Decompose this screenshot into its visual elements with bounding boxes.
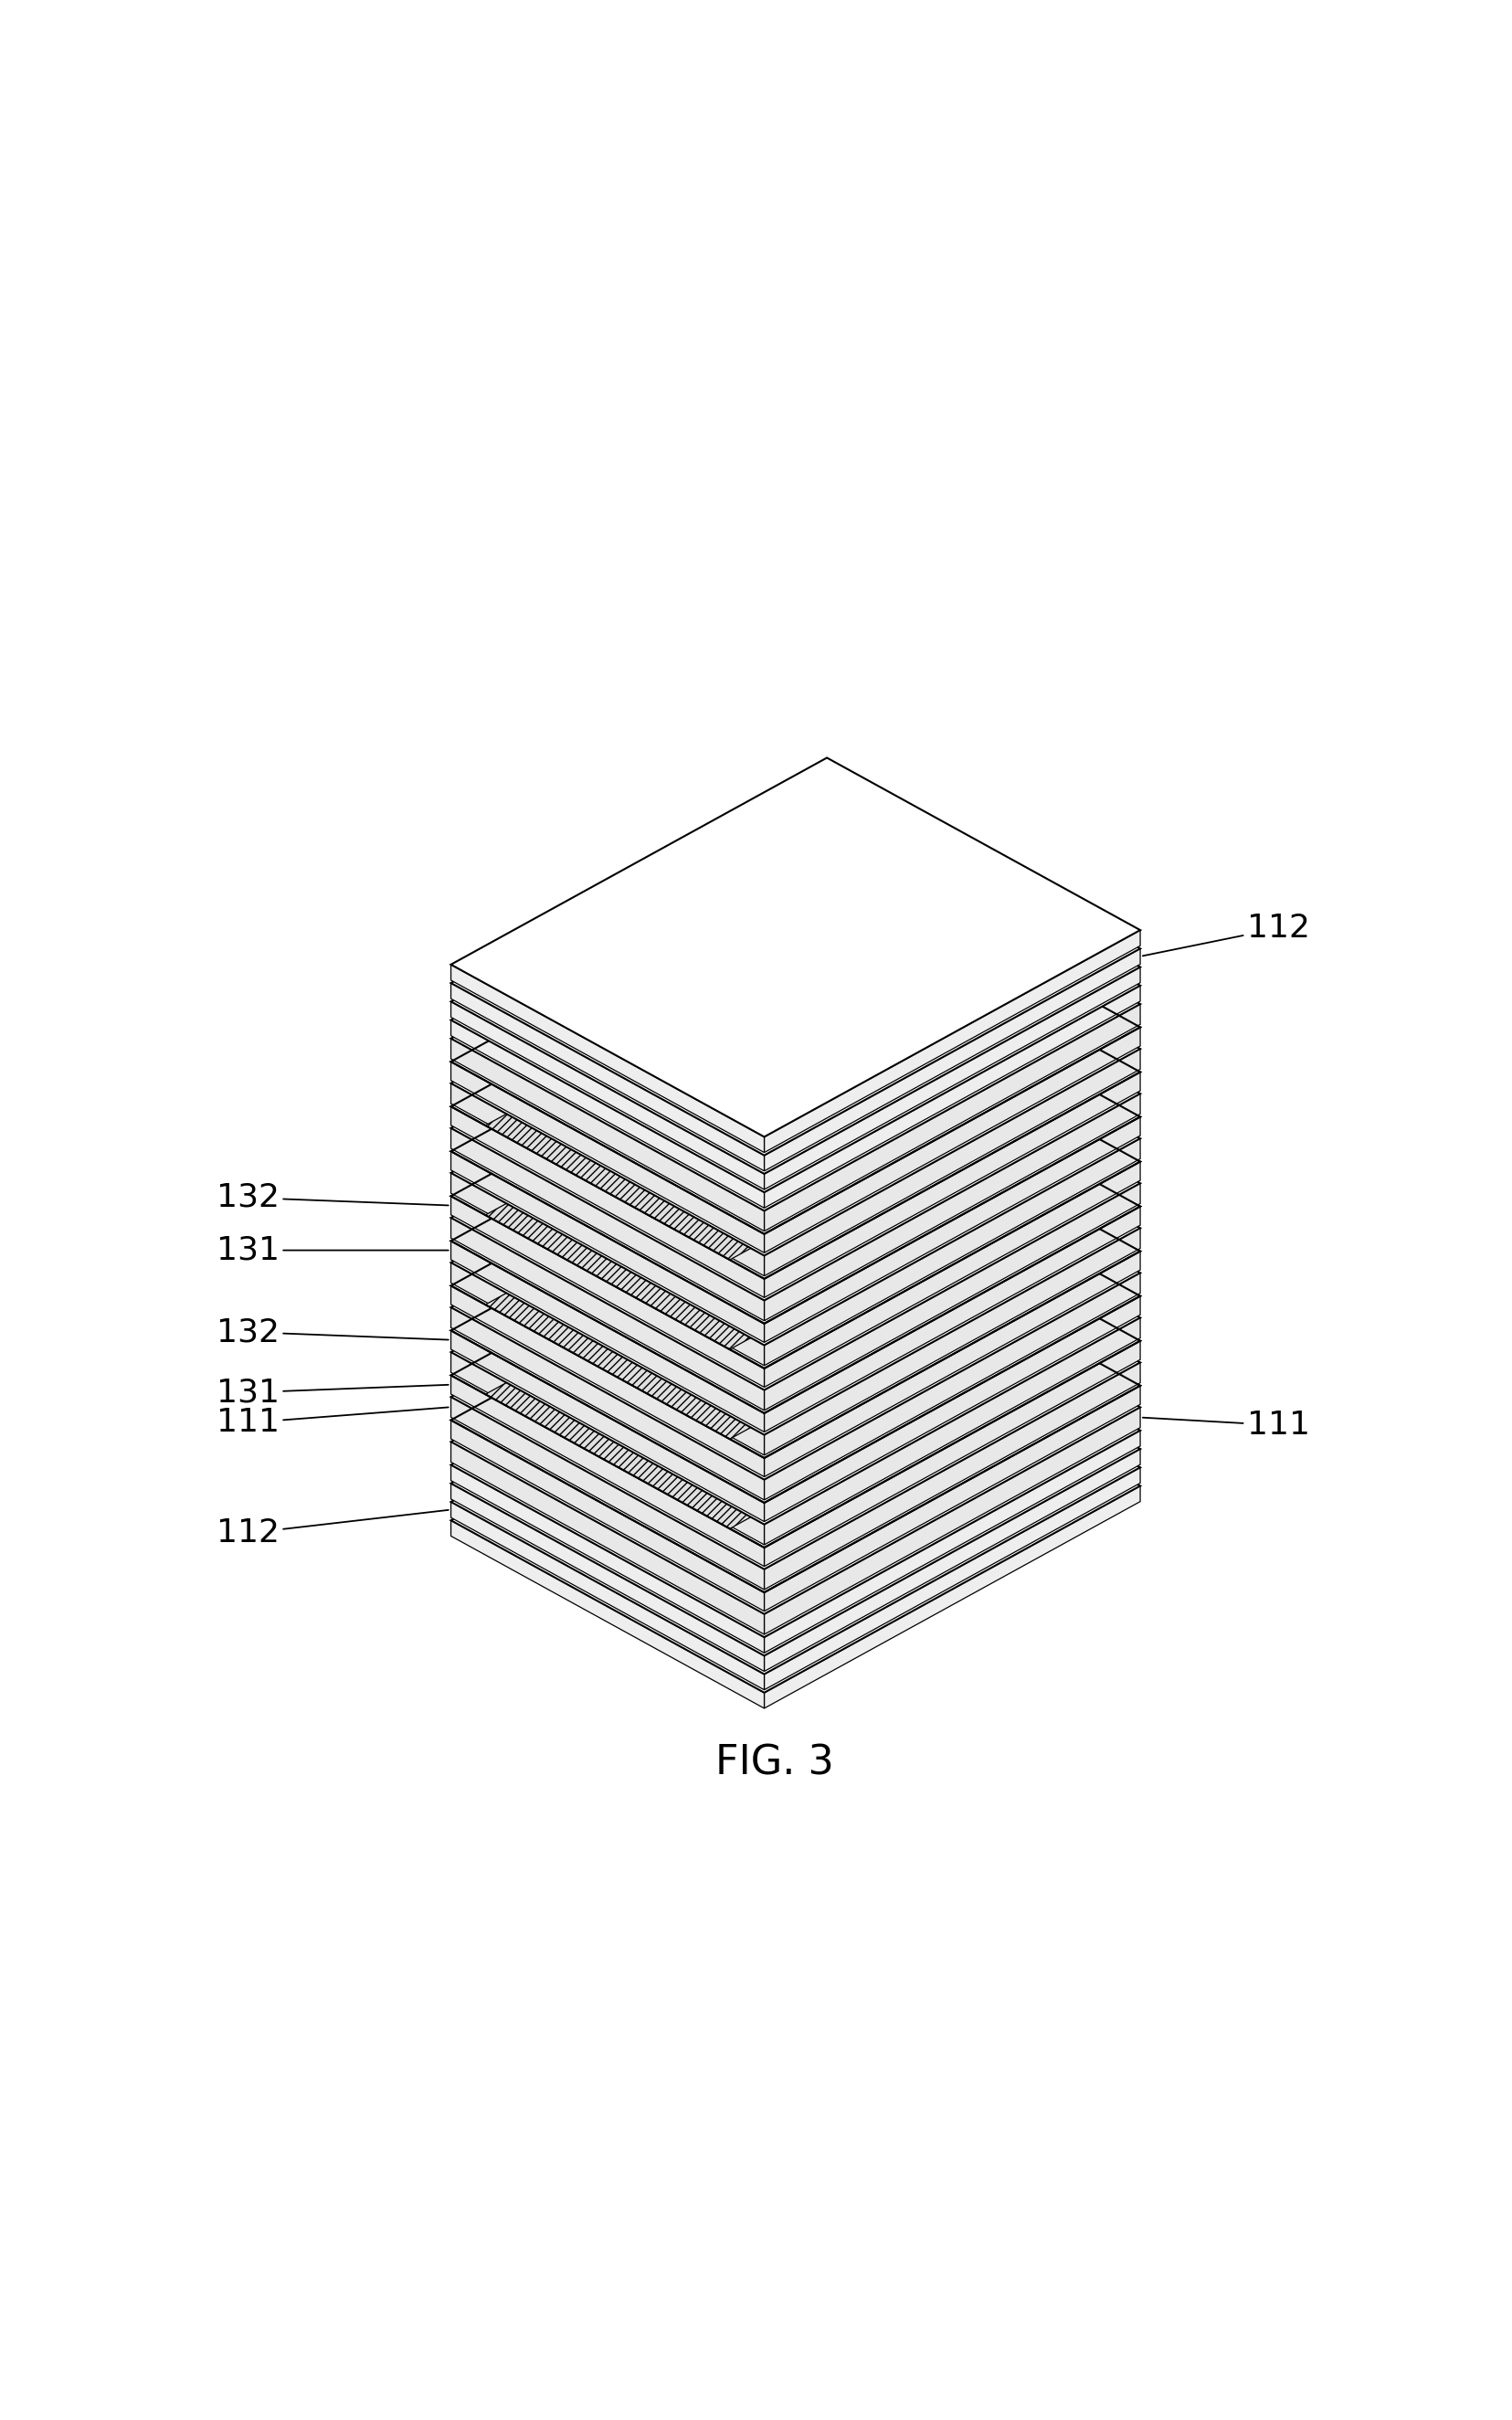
Polygon shape [451,1442,764,1634]
Polygon shape [451,813,1140,1193]
Text: 112: 112 [216,1510,449,1549]
Polygon shape [451,1195,764,1387]
Polygon shape [764,1026,1140,1254]
Polygon shape [520,963,1105,1285]
Text: 132: 132 [216,1181,449,1212]
Polygon shape [451,854,1140,1234]
Polygon shape [764,1227,1140,1454]
Polygon shape [451,1174,764,1365]
Polygon shape [451,1033,1140,1413]
Polygon shape [451,1396,764,1590]
Polygon shape [451,1084,764,1275]
Polygon shape [451,1145,1140,1525]
Text: 111: 111 [1143,1411,1311,1440]
Polygon shape [764,1137,1140,1365]
Polygon shape [764,1486,1140,1709]
Polygon shape [451,1241,764,1433]
Polygon shape [451,1038,764,1232]
Text: FIG. 3: FIG. 3 [715,1742,835,1784]
Polygon shape [451,983,764,1171]
Text: 112: 112 [1143,912,1311,956]
Polygon shape [451,1055,1140,1435]
Polygon shape [520,1142,1105,1464]
Polygon shape [451,1079,1140,1457]
Polygon shape [451,757,1140,1137]
Polygon shape [451,990,1140,1367]
Polygon shape [764,1408,1140,1634]
Polygon shape [485,1208,1072,1529]
Polygon shape [451,1483,764,1672]
Polygon shape [451,1019,764,1208]
Polygon shape [764,1251,1140,1476]
Polygon shape [451,1169,1140,1549]
Text: 132: 132 [216,1316,449,1348]
Polygon shape [764,1183,1140,1411]
Polygon shape [451,1191,1140,1568]
Polygon shape [764,1004,1140,1232]
Polygon shape [451,922,1140,1300]
Polygon shape [764,1094,1140,1321]
Polygon shape [485,1116,1072,1440]
Polygon shape [451,1353,764,1544]
Polygon shape [520,1232,1105,1554]
Polygon shape [451,1503,764,1689]
Polygon shape [451,1375,764,1566]
Polygon shape [451,944,1140,1324]
Polygon shape [451,1263,764,1454]
Polygon shape [764,1208,1140,1433]
Polygon shape [451,1106,764,1297]
Polygon shape [764,1430,1140,1653]
Polygon shape [764,1387,1140,1612]
Polygon shape [451,1295,1140,1675]
Polygon shape [451,1278,1140,1655]
Polygon shape [764,1316,1140,1544]
Polygon shape [451,1152,764,1343]
Polygon shape [764,1341,1140,1566]
Polygon shape [451,1234,1140,1614]
Polygon shape [764,1362,1140,1590]
Polygon shape [451,1307,764,1500]
Polygon shape [764,1450,1140,1672]
Polygon shape [451,1212,1140,1592]
Polygon shape [485,937,1072,1261]
Polygon shape [451,966,1140,1346]
Polygon shape [451,1258,1140,1638]
Polygon shape [451,900,1140,1278]
Polygon shape [764,985,1140,1208]
Polygon shape [451,876,1140,1256]
Polygon shape [520,1053,1105,1375]
Polygon shape [451,1128,764,1321]
Polygon shape [451,1285,764,1476]
Text: 131: 131 [216,1234,449,1266]
Polygon shape [520,874,1105,1195]
Polygon shape [451,966,764,1152]
Text: 111: 111 [216,1406,449,1437]
Text: 131: 131 [216,1377,449,1408]
Polygon shape [451,1464,764,1653]
Polygon shape [764,1273,1140,1500]
Polygon shape [764,1297,1140,1522]
Polygon shape [451,1123,1140,1503]
Polygon shape [451,832,1140,1210]
Polygon shape [451,777,1140,1154]
Polygon shape [764,1162,1140,1387]
Polygon shape [485,1026,1072,1350]
Polygon shape [451,794,1140,1174]
Polygon shape [764,968,1140,1191]
Polygon shape [764,1048,1140,1275]
Polygon shape [451,1002,764,1191]
Polygon shape [451,1314,1140,1692]
Polygon shape [451,1520,764,1709]
Polygon shape [764,949,1140,1171]
Polygon shape [451,1012,1140,1389]
Polygon shape [451,1421,764,1612]
Polygon shape [451,1331,764,1522]
Polygon shape [451,1062,764,1254]
Polygon shape [764,1072,1140,1297]
Polygon shape [451,1101,1140,1479]
Polygon shape [764,1116,1140,1343]
Polygon shape [764,929,1140,1152]
Polygon shape [451,1217,764,1411]
Polygon shape [764,1467,1140,1689]
